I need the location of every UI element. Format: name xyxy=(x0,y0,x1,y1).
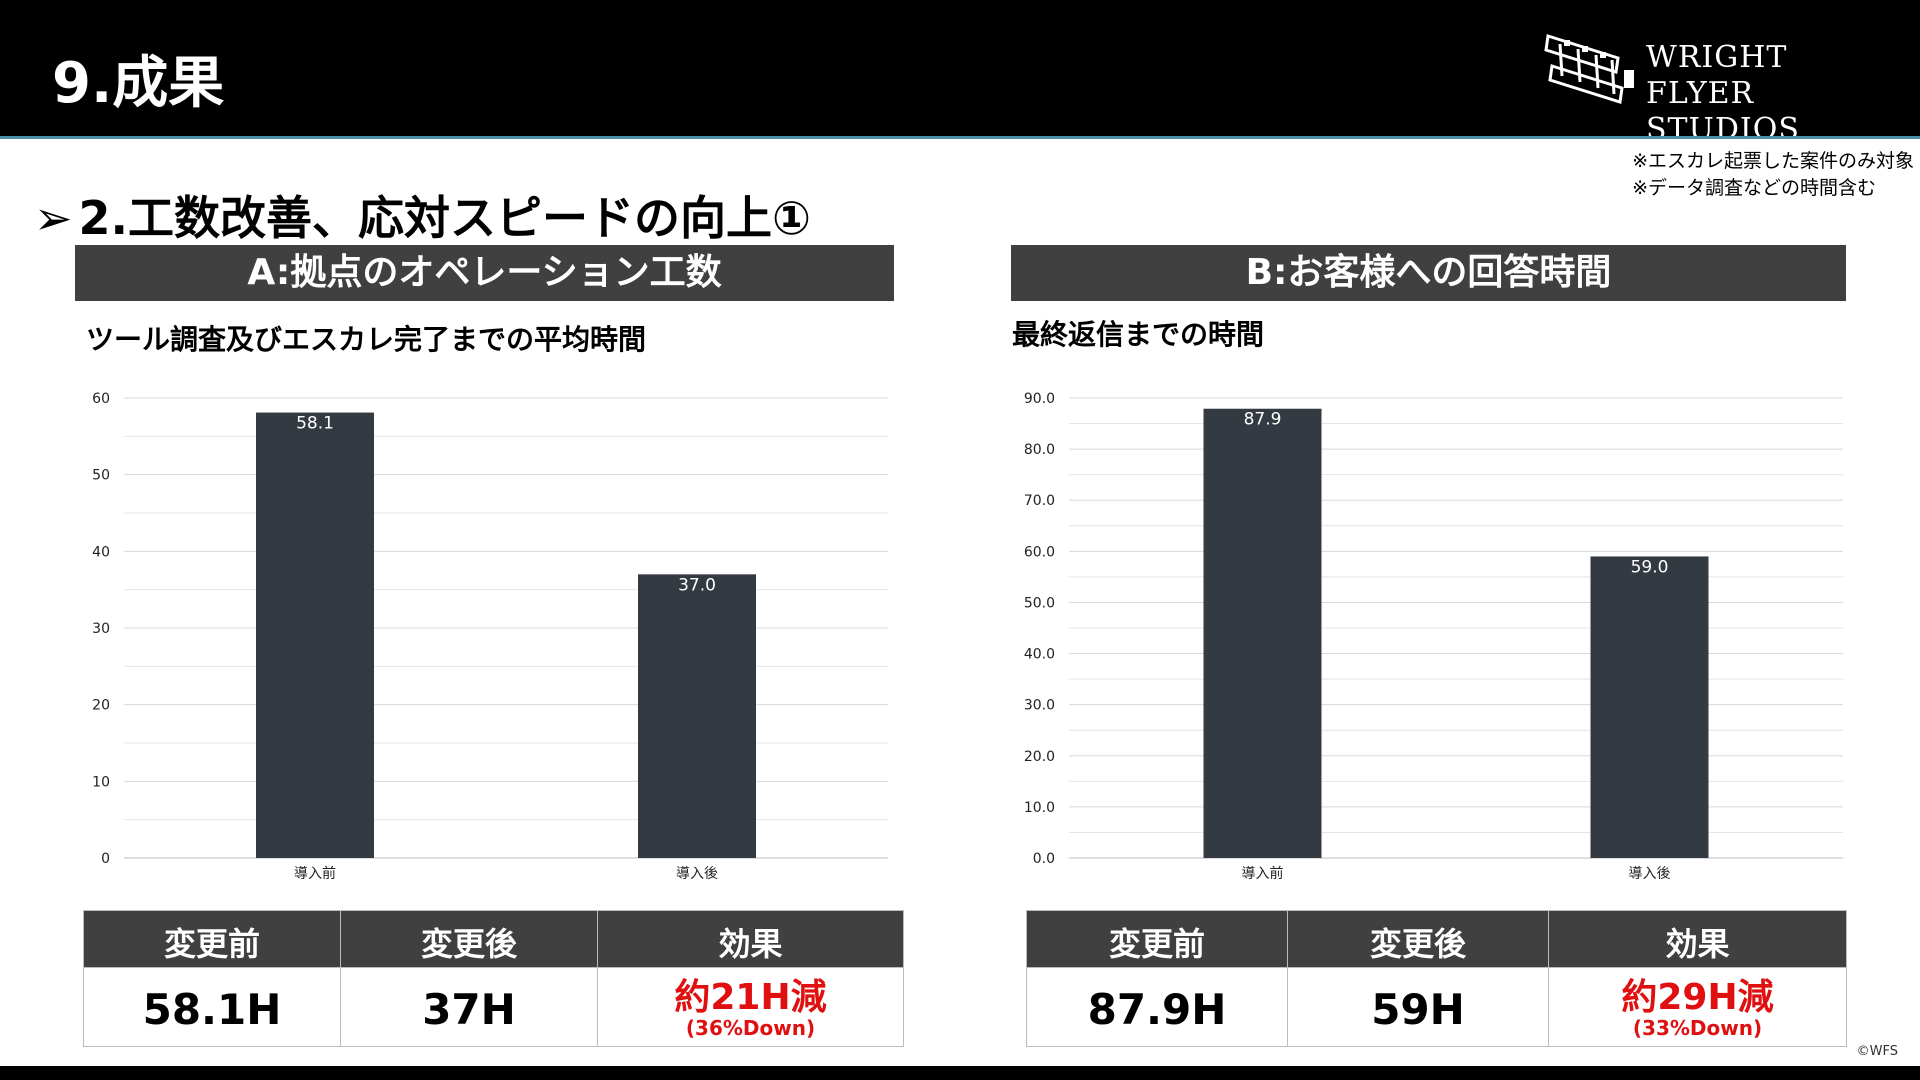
chart-a: 0 10 20 30 40 50 60 58.1 導入前 37.0 導入後 xyxy=(92,391,888,882)
chart-b: 0.0 10.0 20.0 30.0 40.0 50.0 60.0 70.0 80.0 90.0 8… xyxy=(1024,391,1843,882)
section-title: ➢ 2.工数改善、応対スピードの向上① xyxy=(34,182,811,248)
y-tick-label: 30.0 xyxy=(1024,698,1055,714)
data-label: 59.0 xyxy=(1631,557,1669,577)
y-tick-label: 40.0 xyxy=(1024,647,1055,663)
x-tick-label: 導入後 xyxy=(676,866,718,882)
header-after: 変更後 xyxy=(340,910,598,968)
panel-b-result-table: 変更前 変更後 効果 87.9H 59H 約29H減 (33%Down) xyxy=(1026,910,1847,1047)
effect-sub: (33%Down) xyxy=(1632,1016,1763,1040)
x-tick-label: 導入前 xyxy=(1242,865,1284,882)
panel-a-header: A:拠点のオペレーション工数 xyxy=(75,245,894,301)
bar xyxy=(1590,556,1709,858)
panel-b-header: B:お客様への回答時間 xyxy=(1011,245,1846,301)
note-1: ※エスカレ起票した案件のみ対象 xyxy=(1632,150,1914,172)
header-effect: 効果 xyxy=(1548,910,1847,968)
value-before: 87.9H xyxy=(1026,967,1288,1047)
y-tick-label: 50 xyxy=(92,468,110,484)
value-effect: 約29H減 (33%Down) xyxy=(1548,967,1847,1047)
panel-b-subtitle: 最終返信までの時間 xyxy=(1012,318,1265,351)
data-label: 37.0 xyxy=(678,575,716,595)
y-tick-label: 80.0 xyxy=(1024,442,1055,458)
header-before: 変更前 xyxy=(83,910,341,968)
y-tick-label: 50.0 xyxy=(1024,595,1055,611)
note-2: ※データ調査などの時間含む xyxy=(1632,177,1876,199)
header-effect: 効果 xyxy=(597,910,904,968)
value-after: 59H xyxy=(1287,967,1549,1047)
logo-line-1: WRIGHT FLYER xyxy=(1646,40,1788,111)
table-header-row: 変更前 変更後 効果 xyxy=(83,910,904,968)
section-title-text: 2.工数改善、応対スピードの向上① xyxy=(78,191,811,245)
y-tick-label: 0.0 xyxy=(1033,851,1055,867)
y-tick-label: 60 xyxy=(92,391,110,407)
y-tick-label: 90.0 xyxy=(1024,391,1055,407)
data-label: 87.9 xyxy=(1244,410,1282,430)
header-bar: 9.成果 WRIGHT FLYER STUDIOS xyxy=(0,0,1920,147)
table-header-row: 変更前 変更後 効果 xyxy=(1026,910,1847,968)
data-label: 58.1 xyxy=(296,414,334,434)
company-logo: WRIGHT FLYER STUDIOS xyxy=(1538,26,1868,147)
panel-a-subtitle: ツール調査及びエスカレ完了までの平均時間 xyxy=(86,323,647,356)
panel-a-result-table: 変更前 変更後 効果 58.1H 37H 約21H減 (36%Down) xyxy=(83,910,904,1047)
y-tick-label: 10 xyxy=(92,774,110,790)
bar xyxy=(256,412,374,858)
effect-sub: (36%Down) xyxy=(685,1016,816,1040)
x-tick-label: 導入前 xyxy=(294,865,336,882)
page-title: 9.成果 xyxy=(52,51,225,116)
bottom-bar xyxy=(0,1066,1920,1080)
copyright: ©WFS xyxy=(1856,1044,1898,1059)
effect-main: 約21H減 xyxy=(674,977,827,1018)
y-tick-label: 70.0 xyxy=(1024,493,1055,509)
y-tick-label: 10.0 xyxy=(1024,800,1055,816)
y-tick-label: 40 xyxy=(92,544,110,560)
effect-main: 約29H減 xyxy=(1621,977,1774,1018)
bullet-arrow-icon: ➢ xyxy=(34,191,73,245)
header-before: 変更前 xyxy=(1026,910,1288,968)
y-tick-label: 20 xyxy=(92,698,110,714)
header-after: 変更後 xyxy=(1287,910,1549,968)
value-effect: 約21H減 (36%Down) xyxy=(597,967,904,1047)
flyer-logo-icon xyxy=(1544,34,1634,104)
bar xyxy=(638,574,756,858)
y-tick-label: 0 xyxy=(101,851,110,867)
x-tick-label: 導入後 xyxy=(1629,866,1671,882)
value-after: 37H xyxy=(340,967,598,1047)
bar xyxy=(1203,408,1322,858)
table-row: 58.1H 37H 約21H減 (36%Down) xyxy=(83,967,904,1047)
y-tick-label: 30 xyxy=(92,621,110,637)
footnotes: ※エスカレ起票した案件のみ対象 ※データ調査などの時間含む xyxy=(1632,148,1914,202)
table-row: 87.9H 59H 約29H減 (33%Down) xyxy=(1026,967,1847,1047)
y-tick-label: 60.0 xyxy=(1024,544,1055,560)
value-before: 58.1H xyxy=(83,967,341,1047)
y-tick-label: 20.0 xyxy=(1024,749,1055,765)
